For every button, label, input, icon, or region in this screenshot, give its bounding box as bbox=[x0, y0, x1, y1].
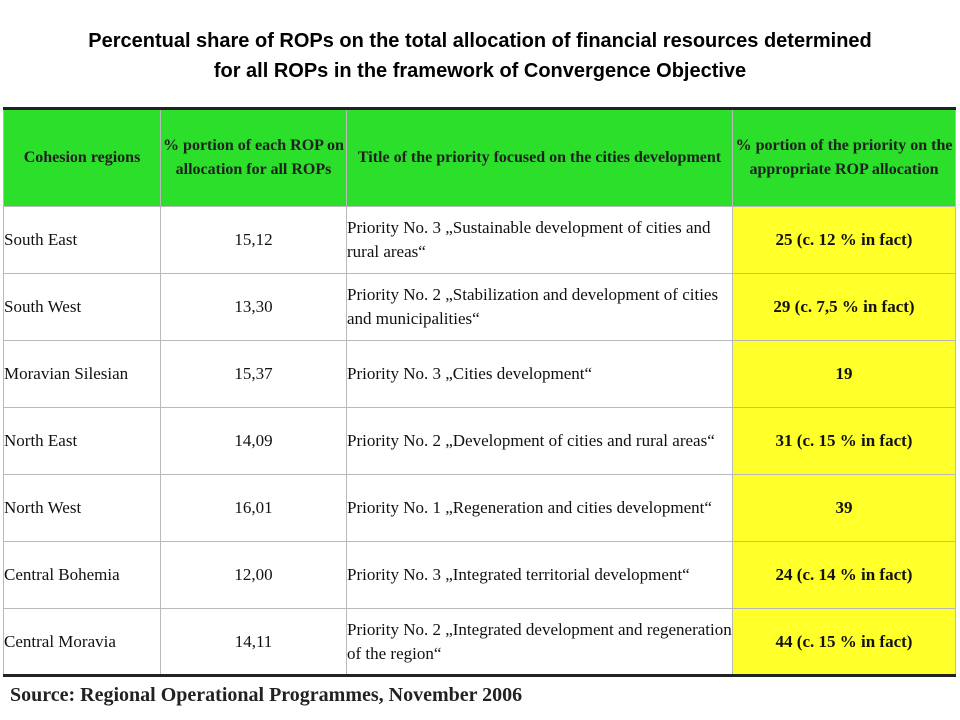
page-title: Percentual share of ROPs on the total al… bbox=[0, 26, 960, 86]
title-line-1: Percentual share of ROPs on the total al… bbox=[88, 30, 872, 52]
header-rop-portion: % portion of each ROP on allocation for … bbox=[160, 107, 347, 207]
priority-cell: Priority No. 2 „Integrated development a… bbox=[346, 608, 733, 677]
rop-portion-cell: 14,11 bbox=[160, 608, 347, 677]
rop-portion-cell: 15,12 bbox=[160, 206, 347, 274]
region-cell: Central Moravia bbox=[3, 608, 161, 677]
rop-portion-cell: 13,30 bbox=[160, 273, 347, 341]
priority-share-cell: 19 bbox=[732, 340, 956, 408]
priority-cell: Priority No. 3 „Sustainable development … bbox=[346, 206, 733, 274]
table-row: North West 16,01 Priority No. 1 „Regener… bbox=[3, 474, 956, 542]
table-row: South East 15,12 Priority No. 3 „Sustain… bbox=[3, 206, 956, 274]
rop-allocation-table: Cohesion regions % portion of each ROP o… bbox=[3, 107, 956, 677]
title-line-2: for all ROPs in the framework of Converg… bbox=[213, 60, 747, 82]
rop-portion-cell: 16,01 bbox=[160, 474, 347, 542]
header-cohesion-regions: Cohesion regions bbox=[3, 107, 161, 207]
priority-cell: Priority No. 1 „Regeneration and cities … bbox=[346, 474, 733, 542]
priority-cell: Priority No. 3 „Cities development“ bbox=[346, 340, 733, 408]
rop-portion-cell: 12,00 bbox=[160, 541, 347, 609]
region-cell: North West bbox=[3, 474, 161, 542]
region-cell: South West bbox=[3, 273, 161, 341]
table-row: North East 14,09 Priority No. 2 „Develop… bbox=[3, 407, 956, 475]
table-row: Central Moravia 14,11 Priority No. 2 „In… bbox=[3, 608, 956, 677]
header-priority-title: Title of the priority focused on the cit… bbox=[346, 107, 733, 207]
priority-cell: Priority No. 3 „Integrated territorial d… bbox=[346, 541, 733, 609]
priority-share-cell: 31 (c. 15 % in fact) bbox=[732, 407, 956, 475]
table-row: South West 13,30 Priority No. 2 „Stabili… bbox=[3, 273, 956, 341]
region-cell: Moravian Silesian bbox=[3, 340, 161, 408]
priority-share-cell: 25 (c. 12 % in fact) bbox=[732, 206, 956, 274]
table-row: Central Bohemia 12,00 Priority No. 3 „In… bbox=[3, 541, 956, 609]
region-cell: South East bbox=[3, 206, 161, 274]
priority-share-cell: 24 (c. 14 % in fact) bbox=[732, 541, 956, 609]
source-note: Source: Regional Operational Programmes,… bbox=[10, 684, 523, 706]
table-body: South East 15,12 Priority No. 3 „Sustain… bbox=[3, 206, 956, 677]
header-row: Cohesion regions % portion of each ROP o… bbox=[3, 107, 956, 207]
table-row: Moravian Silesian 15,37 Priority No. 3 „… bbox=[3, 340, 956, 408]
rop-portion-cell: 14,09 bbox=[160, 407, 347, 475]
region-cell: Central Bohemia bbox=[3, 541, 161, 609]
header-priority-portion: % portion of the priority on the appropr… bbox=[732, 107, 956, 207]
rop-portion-cell: 15,37 bbox=[160, 340, 347, 408]
priority-share-cell: 44 (c. 15 % in fact) bbox=[732, 608, 956, 677]
region-cell: North East bbox=[3, 407, 161, 475]
priority-share-cell: 29 (c. 7,5 % in fact) bbox=[732, 273, 956, 341]
priority-cell: Priority No. 2 „Stabilization and develo… bbox=[346, 273, 733, 341]
priority-cell: Priority No. 2 „Development of cities an… bbox=[346, 407, 733, 475]
priority-share-cell: 39 bbox=[732, 474, 956, 542]
table-header: Cohesion regions % portion of each ROP o… bbox=[3, 107, 956, 207]
